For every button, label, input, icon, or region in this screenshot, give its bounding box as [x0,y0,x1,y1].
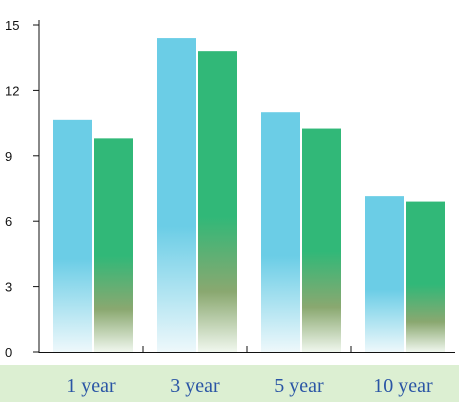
y-tick-label: 6 [5,214,12,229]
bar-series2-5-year [302,128,341,352]
x-tick-label: 5 year [274,375,324,397]
bar-series2-10-year [406,201,445,352]
bar-series2-3-year [198,51,237,352]
y-tick-label: 3 [5,280,12,295]
bar-series2-1-year [94,138,133,352]
y-tick-label: 15 [5,18,19,33]
bar-series1-1-year [53,119,92,352]
x-tick-label: 10 year [373,375,433,397]
bar-series1-10-year [365,196,404,352]
x-tick-label: 1 year [66,375,116,397]
bar-series1-5-year [261,112,300,352]
y-tick-label: 0 [5,345,12,360]
bar-series1-3-year [157,38,196,353]
y-tick-label: 12 [5,83,19,98]
x-tick-label: 3 year [170,375,220,397]
y-tick-label: 9 [5,149,12,164]
